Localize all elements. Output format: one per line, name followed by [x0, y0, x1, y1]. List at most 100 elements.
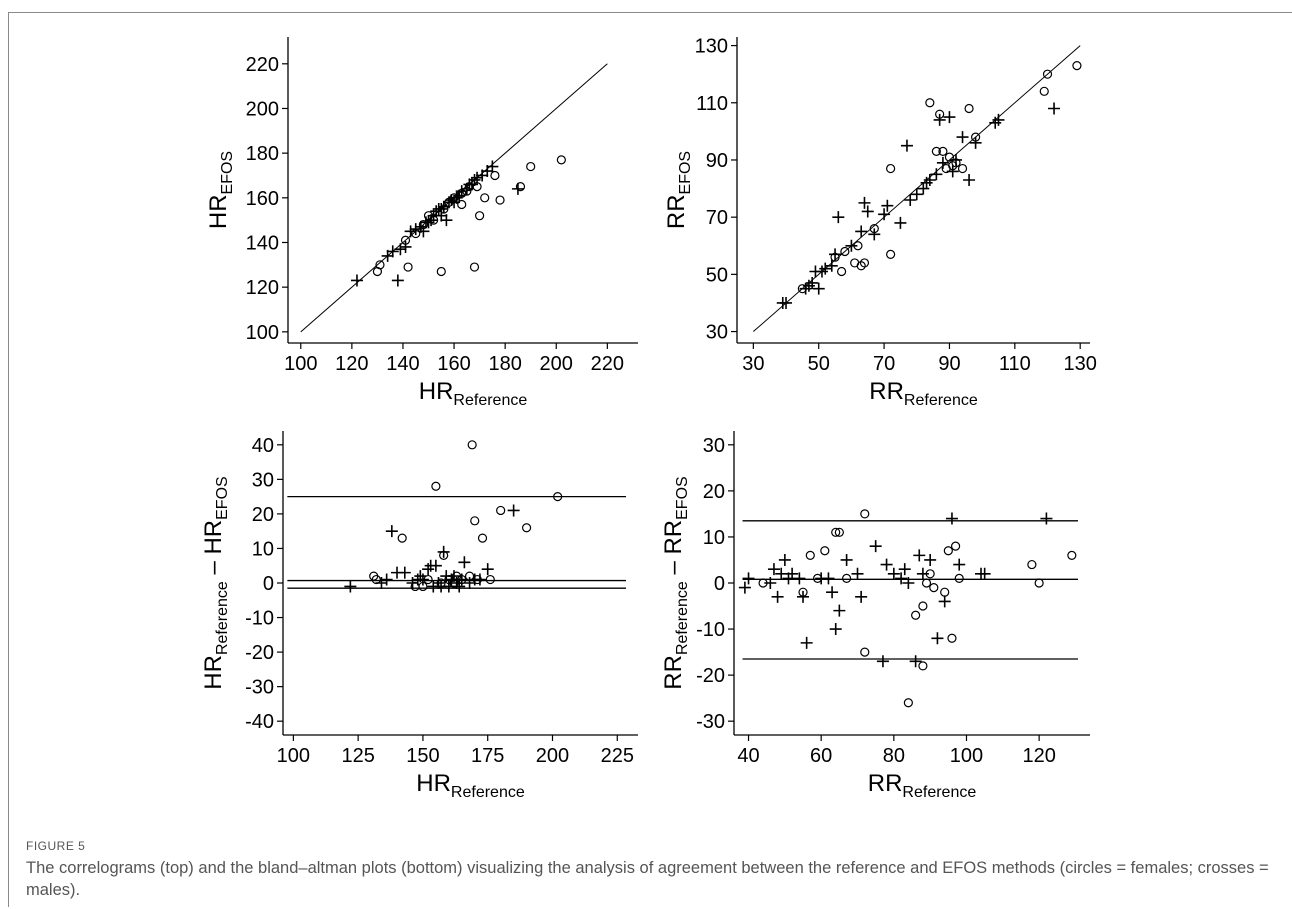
- female-point: [964, 103, 974, 114]
- x-tick-label: 90: [938, 353, 960, 375]
- y-tick-label: 30: [252, 469, 274, 491]
- female-point: [397, 533, 407, 543]
- y-tick-label: 10: [703, 527, 725, 549]
- male-point: [822, 572, 835, 585]
- x-tick-label: 200: [536, 745, 569, 767]
- male-point: [869, 540, 882, 553]
- male-point: [450, 191, 463, 204]
- male-point: [453, 580, 466, 593]
- male-point: [895, 572, 908, 585]
- x-tick-label: 70: [873, 353, 895, 375]
- x-tick-label: 110: [999, 353, 1031, 375]
- male-point: [458, 556, 471, 569]
- y-tick-label: 160: [246, 188, 279, 210]
- male-point: [949, 153, 962, 166]
- male-point: [429, 559, 442, 572]
- female-point: [1042, 69, 1053, 79]
- male-point: [829, 248, 842, 261]
- x-tick-label: 130: [1064, 353, 1097, 375]
- x-tick-label: 100: [277, 745, 310, 767]
- male-point: [924, 553, 937, 566]
- y-tick-label: 20: [703, 481, 725, 503]
- y-tick-label: -20: [245, 642, 274, 664]
- male-point: [445, 194, 458, 207]
- female-point: [903, 698, 913, 708]
- female-point: [947, 633, 957, 643]
- male-point: [764, 577, 777, 589]
- female-point: [859, 258, 870, 268]
- female-point: [457, 199, 467, 210]
- female-point: [938, 146, 948, 156]
- female-point: [475, 211, 485, 221]
- male-point: [898, 563, 911, 576]
- y-tick-label: 0: [714, 573, 725, 595]
- female-point: [480, 193, 490, 203]
- male-point: [422, 216, 435, 229]
- y-axis-label: RRReference – RREFOS: [660, 476, 691, 689]
- x-tick-label: 30: [742, 353, 764, 375]
- male-point: [771, 590, 784, 603]
- male-point: [900, 139, 913, 152]
- female-point: [929, 583, 939, 593]
- x-tick-label: 180: [488, 353, 521, 375]
- male-point: [881, 199, 894, 212]
- female-point: [490, 170, 500, 181]
- female-point: [805, 550, 815, 560]
- female-point: [485, 574, 495, 585]
- y-tick-label: 40: [252, 435, 274, 457]
- male-point: [793, 572, 806, 585]
- male-point: [819, 262, 832, 275]
- female-point: [921, 578, 932, 588]
- male-point: [978, 567, 991, 580]
- x-tick-label: 60: [810, 745, 832, 767]
- y-tick-label: 110: [696, 93, 728, 115]
- male-point: [812, 282, 825, 295]
- male-point: [923, 173, 936, 186]
- y-tick-label: -30: [245, 677, 274, 699]
- male-point: [845, 239, 858, 252]
- male-point: [910, 188, 923, 201]
- y-axis-label: RREFOS: [663, 151, 694, 229]
- male-point: [858, 196, 871, 209]
- male-point: [931, 632, 944, 645]
- male-point: [956, 131, 969, 144]
- female-point: [553, 492, 563, 502]
- female-point: [403, 262, 413, 272]
- y-tick-label: 30: [703, 435, 725, 457]
- y-tick-label: -30: [696, 711, 725, 733]
- y-tick-label: -10: [696, 619, 725, 641]
- male-point: [797, 590, 810, 603]
- male-point: [826, 586, 839, 599]
- male-point: [435, 209, 448, 222]
- male-point: [481, 563, 494, 576]
- male-point: [943, 111, 956, 124]
- panel-rr-correlogram: 30 50 70 90 110 130 30 50 70 90 110 130 RRReference R…: [663, 36, 1097, 409]
- female-point: [820, 546, 830, 556]
- male-point: [786, 567, 799, 580]
- male-point: [780, 296, 793, 309]
- figure-frame: [8, 12, 1292, 907]
- x-tick-label: 150: [406, 745, 439, 767]
- male-point: [861, 205, 874, 218]
- figure-caption: The correlograms (top) and the bland–alt…: [26, 859, 1269, 899]
- male-point: [989, 116, 1002, 129]
- y-tick-label: 220: [246, 54, 279, 76]
- female-point: [436, 266, 446, 277]
- x-tick-label: 120: [335, 353, 368, 375]
- male-point: [742, 572, 755, 585]
- female-point: [886, 249, 896, 259]
- male-point: [946, 165, 959, 178]
- female-point: [925, 98, 935, 108]
- female-point: [469, 262, 480, 272]
- male-point: [806, 276, 819, 289]
- x-tick-label: 125: [341, 745, 374, 767]
- female-point: [495, 195, 505, 205]
- x-tick-label: 50: [808, 353, 830, 375]
- x-tick-label: 100: [950, 745, 983, 767]
- male-point: [917, 182, 930, 195]
- male-point: [802, 279, 815, 292]
- male-point: [399, 240, 412, 253]
- female-point: [950, 541, 961, 551]
- x-tick-label: 160: [437, 353, 470, 375]
- female-point: [931, 146, 941, 156]
